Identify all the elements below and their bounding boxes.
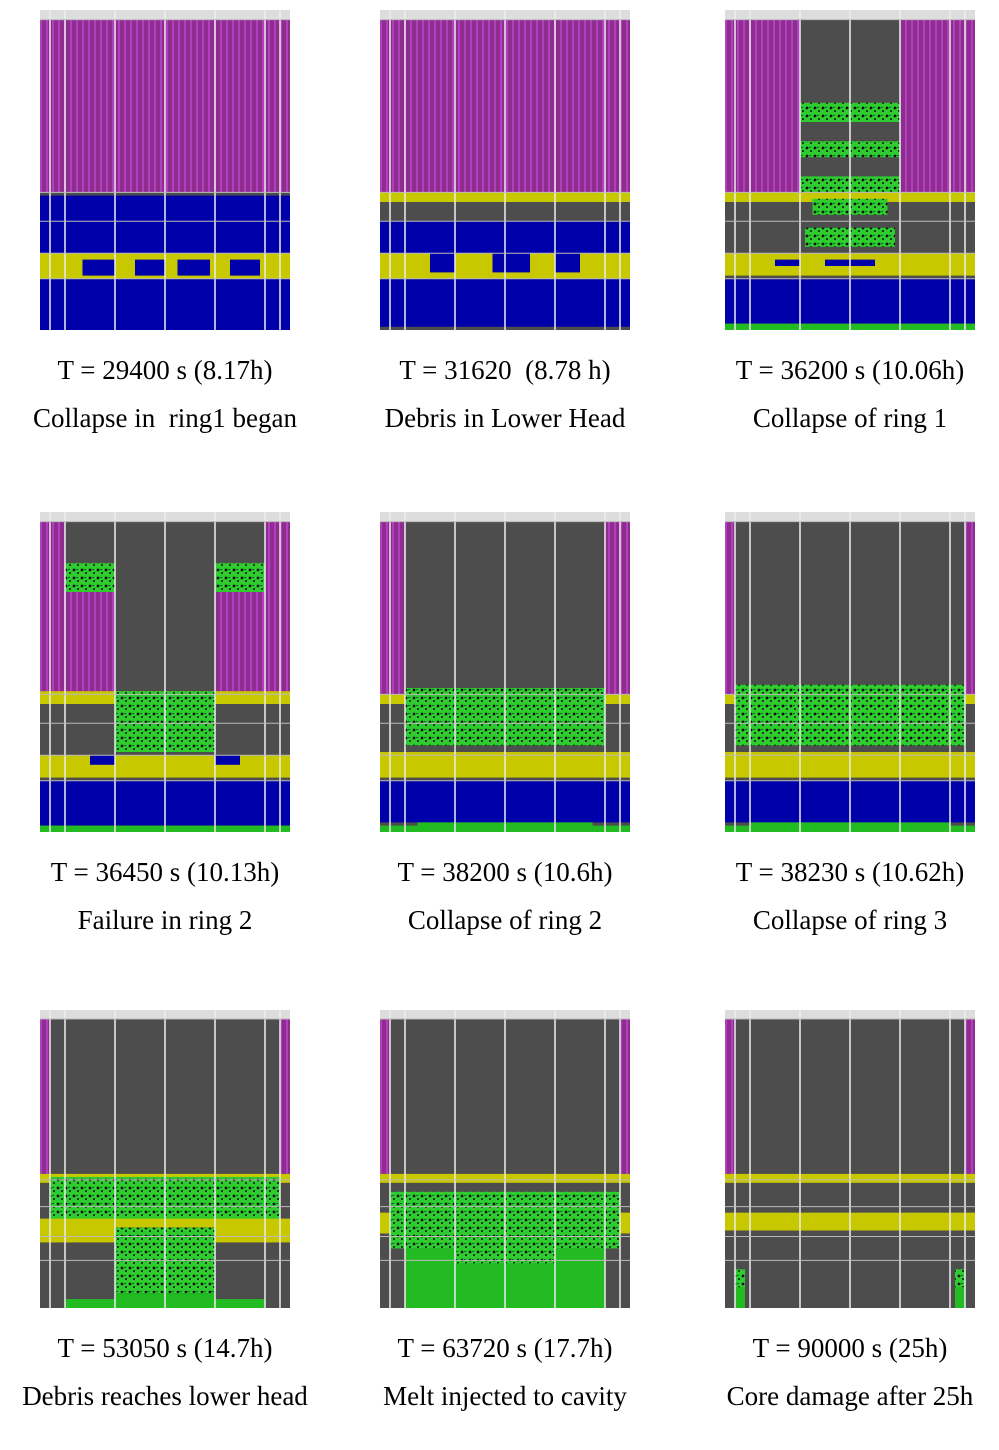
core-panel	[40, 1010, 290, 1308]
time-label: T = 63720 s (17.7h)	[340, 1332, 670, 1364]
core-panel	[725, 512, 975, 832]
figure: T = 29400 s (8.17h) Collapse in ring1 beg…	[0, 0, 999, 1450]
time-label: T = 38200 s (10.6h)	[340, 856, 670, 888]
core-panel	[380, 512, 630, 832]
core-panel	[40, 10, 290, 330]
time-label: T = 38230 s (10.62h)	[685, 856, 999, 888]
core-panel	[380, 10, 630, 330]
time-label: T = 90000 s (25h)	[685, 1332, 999, 1364]
time-label: T = 53050 s (14.7h)	[0, 1332, 330, 1364]
panel-caption: Collapse of ring 3	[685, 904, 999, 936]
panel-caption: Melt injected to cavity	[340, 1380, 670, 1412]
core-panel	[725, 10, 975, 330]
time-label: T = 36450 s (10.13h)	[0, 856, 330, 888]
panel-caption: Debris in Lower Head	[340, 402, 670, 434]
panel-caption: Collapse in ring1 began	[0, 402, 330, 434]
time-label: T = 36200 s (10.06h)	[685, 354, 999, 386]
core-panel	[380, 1010, 630, 1308]
panel-caption: Core damage after 25h	[685, 1380, 999, 1412]
panel-caption: Debris reaches lower head	[15, 1380, 315, 1412]
panel-caption: Collapse of ring 2	[340, 904, 670, 936]
panel-caption: Collapse of ring 1	[685, 402, 999, 434]
time-label: T = 29400 s (8.17h)	[0, 354, 330, 386]
time-label: T = 31620 (8.78 h)	[340, 354, 670, 386]
core-panel	[40, 512, 290, 832]
core-panel	[725, 1010, 975, 1308]
panel-caption: Failure in ring 2	[0, 904, 330, 936]
